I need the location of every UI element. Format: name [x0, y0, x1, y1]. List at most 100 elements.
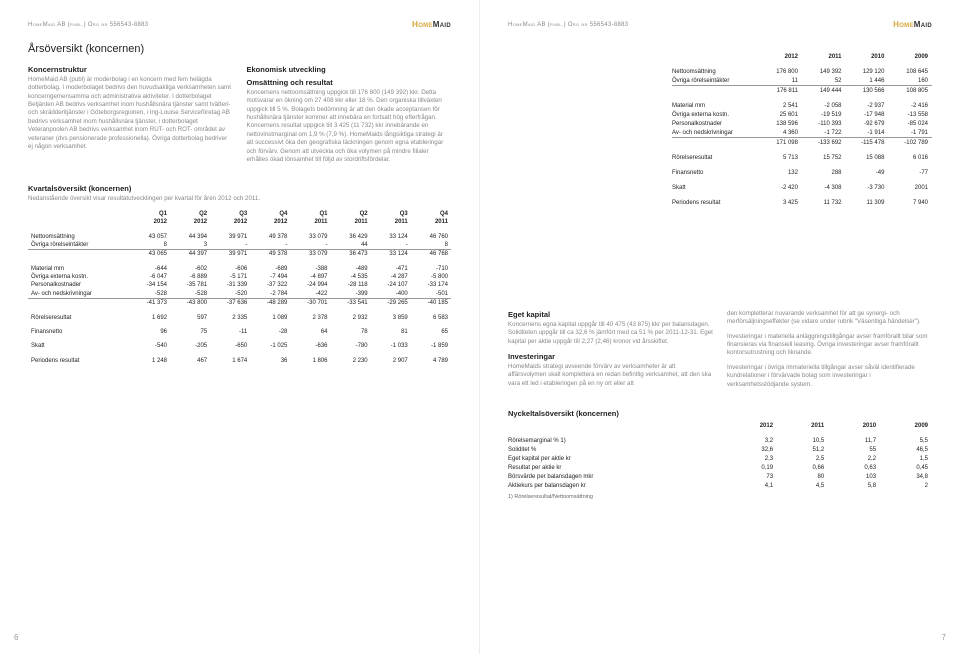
cell: -102 789 [888, 138, 932, 148]
cell: - [371, 241, 411, 250]
cell: -31 339 [210, 281, 250, 289]
row-label: Eget kapital per aktie kr [508, 455, 725, 464]
cell: -5 171 [210, 273, 250, 281]
cell: 2,5 [777, 455, 828, 464]
cell: -205 [170, 342, 210, 350]
page-left: HomeMaid AB (publ.) Org nr 556543-8883 H… [0, 0, 480, 654]
row-label: Periodens resultat [672, 198, 761, 207]
header-right: HomeMaid AB (publ.) Org nr 556543-8883 H… [508, 20, 932, 29]
cell: 3 425 [761, 198, 802, 207]
col-eget-inv: Eget kapital Koncernens egna kapital upp… [508, 310, 713, 395]
cell: 108 805 [888, 86, 932, 96]
col-koncernstruktur: Koncernstruktur HomeMaid AB (publ) är mo… [28, 65, 233, 170]
cell: 1 446 [846, 76, 889, 86]
table-row: Övriga rörelseintäkter83---44-8 [28, 241, 451, 250]
cell: 4,5 [777, 482, 828, 491]
cell: 2 335 [210, 313, 250, 321]
cell: 2 932 [331, 313, 371, 321]
cell: 3,2 [725, 437, 777, 446]
cell: 288 [802, 168, 846, 177]
cell: 1 692 [130, 313, 170, 321]
cell: -636 [290, 342, 330, 350]
cell: 132 [761, 168, 802, 177]
cell: -19 519 [802, 110, 846, 119]
table-row: -41 373-43 800-37 636-48 289-30 701-33 5… [28, 298, 451, 307]
table-row: Rörelsemarginal % 1)3,210,511,75,5 [508, 437, 932, 446]
cell: - [250, 241, 290, 250]
cell: -501 [411, 290, 451, 299]
cell: -37 636 [210, 298, 250, 307]
cell: 149 444 [802, 86, 846, 96]
text-omsattning: Koncernens nettoomsättning uppgick till … [247, 89, 452, 164]
row-label: Resultat per aktie kr [508, 464, 725, 473]
sub-ekonomisk: Ekonomisk utveckling [247, 65, 452, 74]
cell: 15 752 [802, 153, 846, 162]
cell: -37 322 [250, 281, 290, 289]
cell: -650 [210, 342, 250, 350]
cell: 4,1 [725, 482, 777, 491]
cell: 129 120 [846, 67, 889, 76]
cell: -28 118 [331, 281, 371, 289]
cell: -33 174 [411, 281, 451, 289]
cell: 2 230 [331, 356, 371, 364]
cell: -28 [250, 328, 290, 336]
cell: 81 [371, 328, 411, 336]
cell: 103 [828, 473, 880, 482]
cell: 138 596 [761, 119, 802, 128]
cell: 0,63 [828, 464, 880, 473]
cell: 51,2 [777, 446, 828, 455]
cell: -399 [331, 290, 371, 299]
row-label [672, 86, 761, 96]
row-label: Nettoomsättning [672, 67, 761, 76]
row-label: Av- och nedskrivningar [28, 290, 130, 299]
table-row: Skatt-540-205-650-1 025-636-780-1 033-1 … [28, 342, 451, 350]
cell: 36 [250, 356, 290, 364]
cell: -24 107 [371, 281, 411, 289]
cell: -115 478 [846, 138, 889, 148]
cell: 80 [777, 473, 828, 482]
cell: - [290, 241, 330, 250]
sub-omsattning: Omsättning och resultat [247, 78, 452, 87]
row-label: Övriga externa kostn. [28, 273, 130, 281]
cell: 8 [130, 241, 170, 250]
table-row: Material mm-644-602-606-689-388-489-471-… [28, 264, 451, 272]
cell: -1 025 [250, 342, 290, 350]
cell: 33 124 [371, 250, 411, 259]
cell: 73 [725, 473, 777, 482]
cell: -4 308 [802, 183, 846, 192]
cell: 36 473 [331, 250, 371, 259]
cell: -2 058 [802, 101, 846, 110]
cell: 11 732 [802, 198, 846, 207]
cell: -33 541 [331, 298, 371, 307]
table-row: Resultat per aktie kr0,190,660,630,45 [508, 464, 932, 473]
cell: -528 [130, 290, 170, 299]
cell: 44 [331, 241, 371, 250]
sub-koncernstruktur: Koncernstruktur [28, 65, 233, 74]
cell: -602 [170, 264, 210, 272]
cell: 1 089 [250, 313, 290, 321]
table-row: Av- och nedskrivningar4 360-1 722-1 914-… [672, 128, 932, 138]
cell: -4 287 [371, 273, 411, 281]
cell: 39 971 [210, 250, 250, 259]
section-title-arsoversikt: Årsöversikt (koncernen) [28, 43, 451, 55]
table-row: 43 06544 39739 97149 37833 07936 47333 1… [28, 250, 451, 259]
cell: 15 088 [846, 153, 889, 162]
row-label: Aktiekurs per balansdagen kr [508, 482, 725, 491]
nyckel-head: 20122011 20102009 [508, 422, 932, 431]
cell: 0,45 [880, 464, 932, 473]
nyckel-table: 20122011 20102009 Rörelsemarginal % 1)3,… [508, 422, 932, 491]
cell: 32,6 [725, 446, 777, 455]
text-koncernstruktur: HomeMaid AB (publ) är moderbolag i en ko… [28, 76, 233, 151]
cell: 75 [170, 328, 210, 336]
page-number-left: 6 [14, 633, 18, 642]
cell: 6 016 [888, 153, 932, 162]
cell: 44 397 [170, 250, 210, 259]
cell: -85 024 [888, 119, 932, 128]
cell: 0,19 [725, 464, 777, 473]
table-row: Rörelseresultat1 6925972 3351 0892 3782 … [28, 313, 451, 321]
page-number-right: 7 [942, 633, 946, 642]
cell: -710 [411, 264, 451, 272]
cell: -1 791 [888, 128, 932, 138]
cell: 4 360 [761, 128, 802, 138]
cell: -2 420 [761, 183, 802, 192]
